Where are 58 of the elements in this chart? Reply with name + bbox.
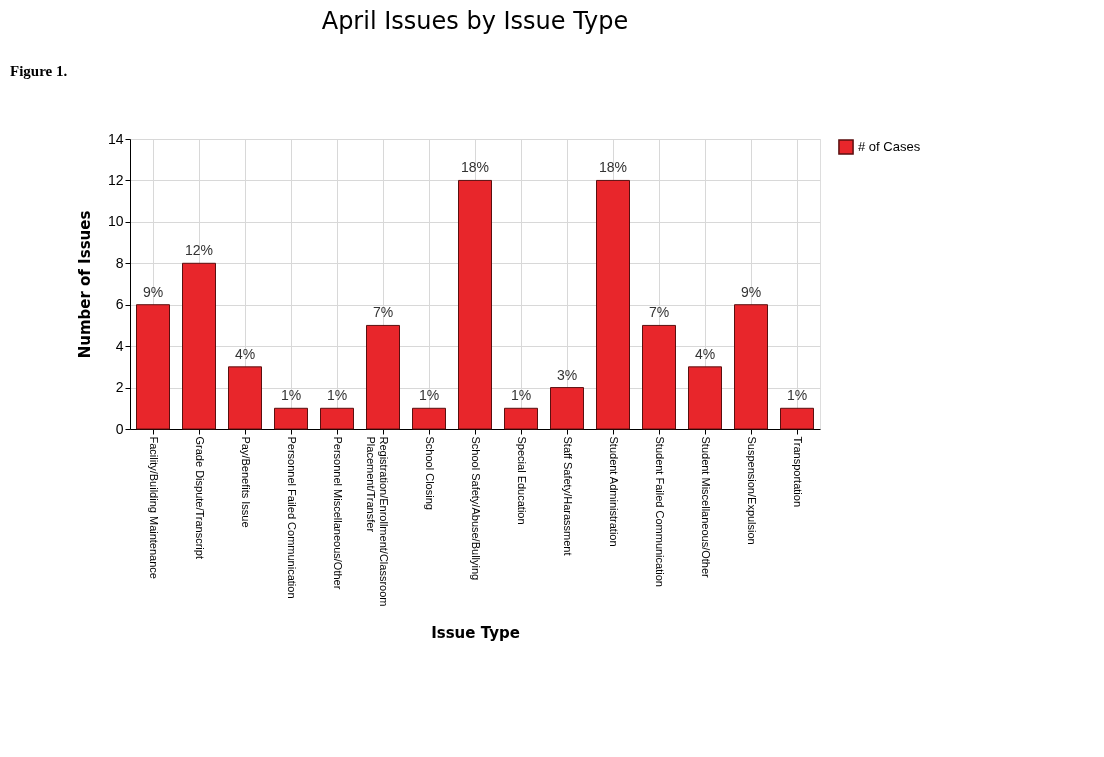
x-tick-label: Student Failed Communication xyxy=(654,436,666,587)
x-axis-title: Issue Type xyxy=(431,624,520,643)
x-tick-label: Student Administration xyxy=(608,436,620,547)
bar xyxy=(458,179,492,430)
annotation: 18% xyxy=(598,159,628,176)
annotation: 12% xyxy=(184,242,214,259)
annotation: 1% xyxy=(326,387,348,404)
y-tick-label: 4 xyxy=(115,337,124,354)
bar xyxy=(320,407,354,430)
annotation: 7% xyxy=(648,304,670,321)
annotation: 3% xyxy=(556,366,578,383)
bar xyxy=(412,407,446,430)
annotation: 1% xyxy=(418,387,440,404)
x-tick-label: Registration/Enrollment/Classroom Placement/Transfer xyxy=(365,436,390,607)
bar xyxy=(596,179,630,430)
x-tick-label: Pay/Benefits Issue xyxy=(240,436,252,528)
bar xyxy=(366,324,400,430)
chart-title: April Issues by Issue Type xyxy=(321,7,629,35)
annotation: 9% xyxy=(740,283,762,300)
annotation: 18% xyxy=(460,159,490,176)
x-tick-label: Grade Dispute/Transcript xyxy=(194,436,206,559)
annotation: 9% xyxy=(142,283,164,300)
annotation: 1% xyxy=(786,387,808,404)
bar xyxy=(228,366,262,430)
x-tick-label: Transportation xyxy=(792,436,804,508)
annotation: 7% xyxy=(372,304,394,321)
x-tick-label: Suspension/Expulsion xyxy=(746,436,758,545)
annotation: 1% xyxy=(280,387,302,404)
bar xyxy=(136,304,170,430)
y-tick-label: 14 xyxy=(107,130,124,147)
annotation: 4% xyxy=(694,345,716,362)
x-tick-label: Staff Safety/Harassment xyxy=(562,436,574,556)
x-tick-label: Student Miscellaneous/Other xyxy=(700,436,712,579)
x-tick-label: School Safety/Abuse/Bullying xyxy=(470,436,482,581)
bar xyxy=(504,407,538,430)
bar xyxy=(274,407,308,430)
y-tick-label: 6 xyxy=(115,296,124,313)
x-tick-label: Personnel Failed Communication xyxy=(286,436,298,599)
x-tick-label: School Closing xyxy=(424,436,436,510)
x-tick-label: Special Education xyxy=(516,436,528,525)
bar xyxy=(734,304,768,430)
y-tick-label: 10 xyxy=(107,213,124,230)
caption: Figure 1. xyxy=(10,63,68,79)
x-tick-label: Facility/Building Maintenance xyxy=(148,436,160,579)
annotation: 1% xyxy=(510,387,532,404)
y-tick-label: 2 xyxy=(115,379,124,396)
y-tick-label: 12 xyxy=(107,171,124,188)
x-tick-label: Personnel Miscellaneous/Other xyxy=(332,436,344,590)
bar xyxy=(550,387,584,430)
bar xyxy=(182,262,216,430)
annotation: 4% xyxy=(234,345,256,362)
y-tick-label: 8 xyxy=(115,254,124,271)
y-tick-label: 0 xyxy=(115,420,124,437)
bar xyxy=(688,366,722,430)
bar xyxy=(780,407,814,430)
y-axis-title: Number of Issues xyxy=(75,210,94,359)
bar xyxy=(642,324,676,430)
legend-label: # of Cases xyxy=(858,139,921,154)
